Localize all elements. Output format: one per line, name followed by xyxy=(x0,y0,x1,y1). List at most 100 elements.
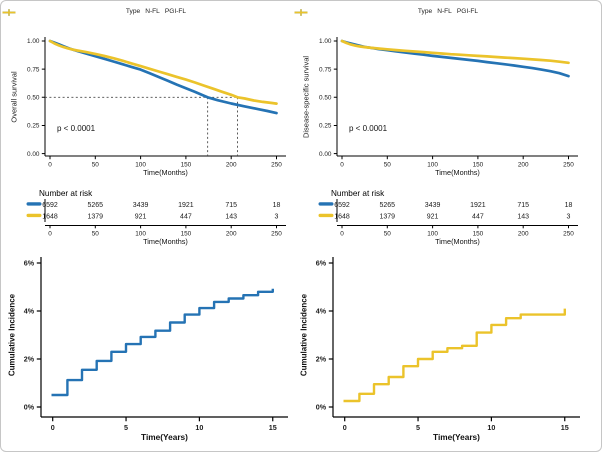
legend-label-n-fl: N-FL xyxy=(145,8,160,15)
panel-overall-survival: 1.00 0.75 0.50 0.25 0.00 0 50 100 150 200 250 6592 5… xyxy=(1,1,311,249)
panel-cumulative-incidence-pgi-fl: 0% 2% 4% 6% 0 5 10 15 Cumulative Incidence Time… xyxy=(293,249,601,451)
y-axis-label: Overall survival xyxy=(9,71,19,123)
p-value: p < 0.0001 xyxy=(349,124,388,133)
svg-text:1648: 1648 xyxy=(334,214,350,221)
svg-text:921: 921 xyxy=(135,214,147,221)
svg-text:1.00: 1.00 xyxy=(319,38,332,45)
svg-text:200: 200 xyxy=(518,162,529,169)
svg-text:715: 715 xyxy=(225,202,237,209)
svg-text:4%: 4% xyxy=(316,307,327,316)
svg-text:200: 200 xyxy=(518,231,529,238)
x-axis-label: Time(Years) xyxy=(141,432,188,442)
legend-title: Type xyxy=(417,8,433,15)
legend: Type N-FL PGI-FL xyxy=(293,8,601,16)
svg-text:0%: 0% xyxy=(316,403,327,412)
svg-text:5: 5 xyxy=(124,423,128,432)
svg-text:2%: 2% xyxy=(24,355,35,364)
svg-text:50: 50 xyxy=(384,231,392,238)
svg-text:100: 100 xyxy=(135,231,146,238)
overall-survival-chart-svg: 1.00 0.75 0.50 0.25 0.00 0 50 100 150 200 250 6592 5… xyxy=(26,37,286,238)
svg-text:100: 100 xyxy=(427,162,438,169)
p-value: p < 0.0001 xyxy=(57,124,96,133)
pgi-fl-legend-marker-icon xyxy=(2,9,16,16)
x-axis-label: Time(Months) xyxy=(435,167,480,177)
panel-disease-specific-survival: 1.00 0.75 0.50 0.25 0.00 0 50 100 150 200 250 6592 5… xyxy=(293,1,601,249)
svg-text:3: 3 xyxy=(567,214,571,221)
svg-text:0: 0 xyxy=(48,162,52,169)
svg-text:4%: 4% xyxy=(24,307,35,316)
svg-text:6%: 6% xyxy=(24,259,35,268)
svg-text:200: 200 xyxy=(226,162,237,169)
legend-item-n-fl: N-FL xyxy=(2,8,160,16)
svg-text:15: 15 xyxy=(561,423,569,432)
svg-text:0.25: 0.25 xyxy=(319,123,332,130)
risk-table-title: Number at risk xyxy=(39,189,93,198)
svg-text:250: 250 xyxy=(271,162,282,169)
svg-text:0%: 0% xyxy=(24,403,35,412)
risk-table-x-axis-label: Time(Months) xyxy=(435,236,480,246)
legend-item-pgi-fl: PGI-FL xyxy=(2,8,187,16)
legend-label-pgi-fl: PGI-FL xyxy=(164,8,187,15)
svg-text:50: 50 xyxy=(384,162,392,169)
svg-text:18: 18 xyxy=(565,202,573,209)
legend-title: Type xyxy=(125,8,141,15)
cumulative-incidence-pgi-fl-chart-svg: 0% 2% 4% 6% 0 5 10 15 xyxy=(316,257,580,432)
svg-text:5: 5 xyxy=(416,423,420,432)
svg-text:2%: 2% xyxy=(316,355,327,364)
svg-text:250: 250 xyxy=(563,162,574,169)
svg-text:1921: 1921 xyxy=(470,202,486,209)
svg-text:150: 150 xyxy=(181,231,192,238)
legend-label-pgi-fl: PGI-FL xyxy=(456,8,479,15)
svg-text:3439: 3439 xyxy=(425,202,441,209)
y-axis-label: Cumulative Incidence xyxy=(7,293,17,377)
svg-text:50: 50 xyxy=(92,231,100,238)
svg-text:5265: 5265 xyxy=(380,202,396,209)
svg-text:447: 447 xyxy=(472,214,484,221)
svg-text:3: 3 xyxy=(275,214,279,221)
svg-text:200: 200 xyxy=(226,231,237,238)
svg-text:15: 15 xyxy=(269,423,277,432)
svg-text:150: 150 xyxy=(473,231,484,238)
legend: Type N-FL PGI-FL xyxy=(1,8,311,16)
svg-text:1921: 1921 xyxy=(178,202,194,209)
x-axis-label: Time(Years) xyxy=(433,432,480,442)
svg-text:0: 0 xyxy=(51,423,55,432)
svg-text:0.75: 0.75 xyxy=(27,66,40,73)
svg-text:143: 143 xyxy=(225,214,237,221)
legend-label-n-fl: N-FL xyxy=(437,8,452,15)
svg-text:0: 0 xyxy=(340,231,344,238)
disease-specific-survival-chart-svg: 1.00 0.75 0.50 0.25 0.00 0 50 100 150 200 250 6592 5… xyxy=(318,37,578,238)
risk-table-title: Number at risk xyxy=(331,189,385,198)
svg-text:0.50: 0.50 xyxy=(319,95,332,102)
svg-text:0.00: 0.00 xyxy=(319,151,332,158)
y-axis-label: Disease-specific survival xyxy=(301,55,311,139)
svg-text:18: 18 xyxy=(273,202,281,209)
svg-text:50: 50 xyxy=(92,162,100,169)
svg-text:10: 10 xyxy=(195,423,203,432)
svg-text:150: 150 xyxy=(181,162,192,169)
svg-text:447: 447 xyxy=(180,214,192,221)
svg-text:143: 143 xyxy=(517,214,529,221)
y-axis-label: Cumulative Incidence xyxy=(299,293,309,377)
x-axis-label: Time(Months) xyxy=(143,167,188,177)
svg-text:250: 250 xyxy=(271,231,282,238)
svg-text:150: 150 xyxy=(473,162,484,169)
svg-text:6592: 6592 xyxy=(42,202,58,209)
panel-cumulative-incidence-n-fl: 0% 2% 4% 6% 0 5 10 15 Cumulative Incidence Time… xyxy=(1,249,311,451)
svg-text:1648: 1648 xyxy=(42,214,58,221)
legend-item-pgi-fl: PGI-FL xyxy=(294,8,479,16)
svg-text:0.25: 0.25 xyxy=(27,123,40,130)
svg-text:5265: 5265 xyxy=(88,202,104,209)
svg-text:0.75: 0.75 xyxy=(319,66,332,73)
svg-text:6%: 6% xyxy=(316,259,327,268)
svg-text:0: 0 xyxy=(48,231,52,238)
svg-text:6592: 6592 xyxy=(334,202,350,209)
svg-text:250: 250 xyxy=(563,231,574,238)
svg-text:100: 100 xyxy=(135,162,146,169)
svg-text:0: 0 xyxy=(340,162,344,169)
legend-item-n-fl: N-FL xyxy=(294,8,452,16)
svg-text:0.50: 0.50 xyxy=(27,95,40,102)
svg-text:1.00: 1.00 xyxy=(27,38,40,45)
svg-text:10: 10 xyxy=(487,423,495,432)
